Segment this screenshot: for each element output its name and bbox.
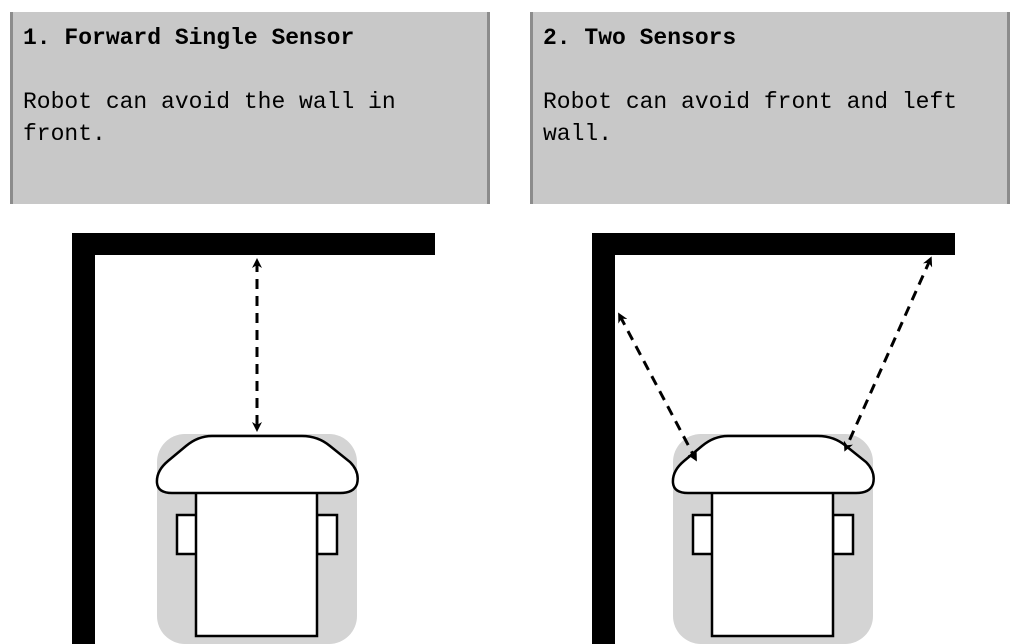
scenario-1-robot-head [155, 434, 359, 495]
scenario-2-wheel-left [691, 513, 715, 556]
scenario-2-robot-head [671, 434, 875, 495]
scenario-2-front-sensor-line [843, 256, 933, 452]
scenario-2-description: Robot can avoid front and left wall. [543, 89, 958, 147]
scenario-2-robot [671, 434, 875, 644]
scenario-2-panel: 2. Two Sensors Robot can avoid front and… [530, 12, 1010, 204]
scenario-1-text: 1. Forward Single Sensor Robot can avoid… [23, 22, 477, 150]
scenario-1-wheel-right [315, 513, 339, 556]
scenario-1-robot-body [194, 486, 319, 638]
scenario-2-text: 2. Two Sensors Robot can avoid front and… [543, 22, 997, 150]
scenario-1-wall-top [72, 233, 435, 255]
scenario-1-diagram [72, 233, 435, 644]
scenario-1-wheel-left [175, 513, 199, 556]
scenario-2-title: 2. Two Sensors [543, 25, 737, 51]
scenario-1-robot [155, 434, 359, 644]
scenario-1-wall-left [72, 233, 95, 644]
scenario-2-robot-body [710, 486, 835, 638]
scenario-2-left-sensor-line [618, 312, 697, 462]
scenario-2-wheel-right [831, 513, 855, 556]
scenario-1-description: Robot can avoid the wall in front. [23, 89, 396, 147]
scenario-2-wall-left [592, 233, 615, 644]
scenario-1-panel: 1. Forward Single Sensor Robot can avoid… [10, 12, 490, 204]
scenario-1-title: 1. Forward Single Sensor [23, 25, 355, 51]
scenario-2-wall-top [592, 233, 955, 255]
scenario-2-diagram [592, 233, 955, 644]
